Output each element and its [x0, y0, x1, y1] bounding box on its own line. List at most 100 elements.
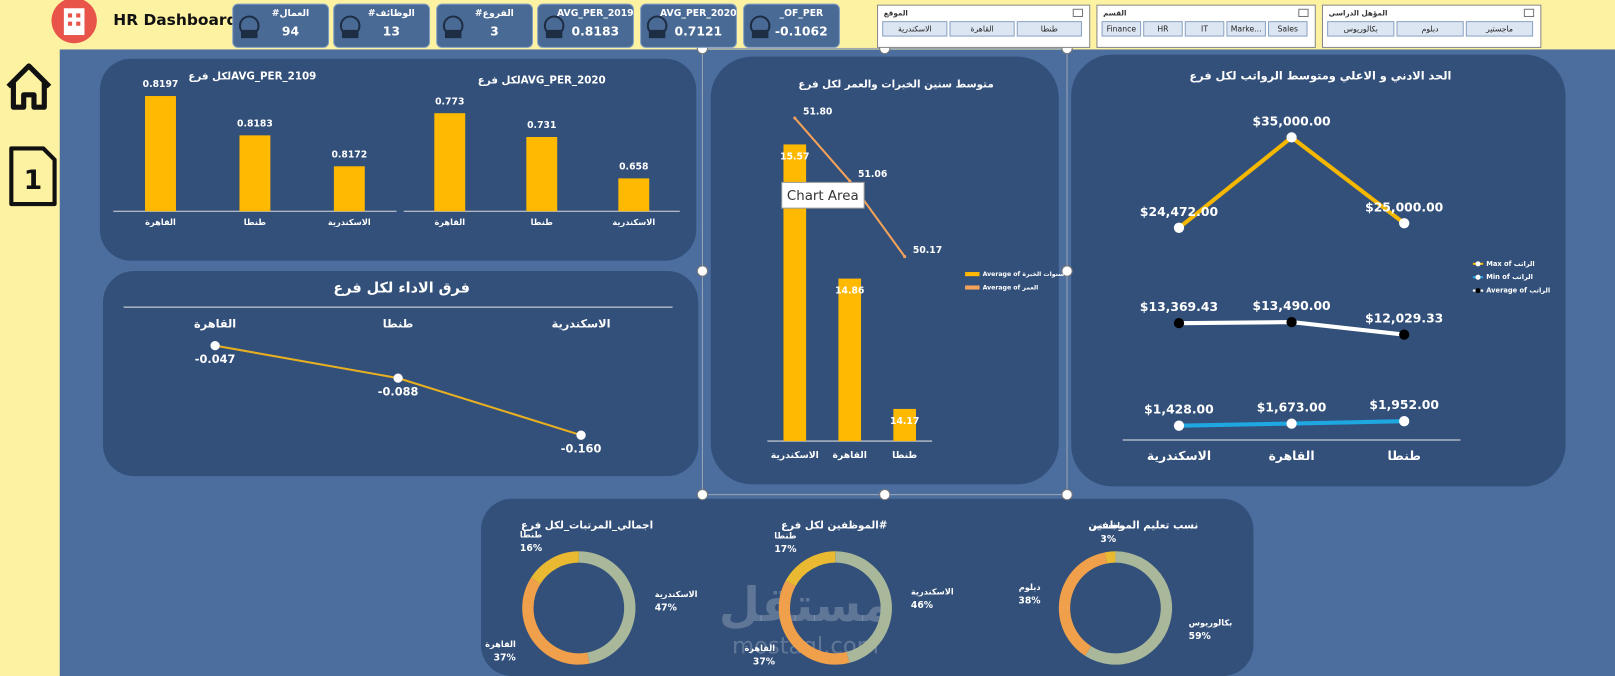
legend-label: Max of الراتب — [1486, 260, 1535, 268]
slice-value: 47% — [655, 603, 677, 614]
kpi-value: 94 — [282, 24, 300, 38]
slicer-button[interactable] — [1184, 21, 1225, 37]
bar — [783, 144, 807, 442]
slicer-item: Sales — [1278, 24, 1299, 33]
kpi-label: #الوظائف — [368, 8, 415, 19]
slicer-button[interactable] — [1396, 21, 1464, 37]
bar — [434, 113, 466, 212]
data-label: 50.17 — [913, 245, 942, 256]
logo-window — [67, 21, 73, 26]
handle — [879, 488, 891, 501]
slicer-button[interactable] — [1465, 21, 1534, 37]
logo-building — [63, 8, 85, 36]
handle — [1061, 265, 1073, 277]
logo-window — [76, 21, 81, 26]
data-label: $24,472.00 — [1140, 205, 1219, 219]
chart-title: نسب تعليم الموظفين — [1088, 520, 1198, 532]
point — [848, 179, 852, 183]
page-number: 1 — [24, 165, 43, 196]
x-tick-label: الاسكندرية — [612, 217, 655, 228]
legend-label: Average of سنوات الخبرة — [983, 271, 1065, 278]
bar — [893, 408, 916, 442]
bar — [838, 278, 862, 442]
kpi-label: #العمال — [272, 8, 309, 19]
data-label: $35,000.00 — [1252, 114, 1331, 128]
point — [1399, 329, 1410, 340]
data-label: 15.57 — [780, 151, 809, 162]
data-label: $25,000.00 — [1365, 200, 1444, 214]
data-label: 0.658 — [619, 162, 648, 173]
slice-value: 3% — [1100, 534, 1116, 545]
slicer-item: Finance — [1107, 24, 1137, 33]
panel — [99, 58, 697, 261]
donut-segment — [522, 577, 590, 665]
point — [1399, 416, 1410, 427]
data-label: -0.160 — [561, 442, 602, 456]
slicer-button[interactable] — [1226, 21, 1266, 37]
slicer-button[interactable] — [1101, 21, 1142, 37]
slicer-button[interactable] — [1143, 21, 1183, 37]
point — [1173, 420, 1185, 431]
slicer-button[interactable] — [1016, 21, 1082, 37]
data-label: 0.8172 — [331, 149, 367, 160]
legend-label: Average of الراتب — [1486, 287, 1550, 295]
chart-title: AVG_PER_2109لكل فرع — [188, 70, 316, 82]
data-label: $13,490.00 — [1252, 299, 1331, 313]
handle — [696, 488, 709, 501]
legend-marker — [1475, 274, 1481, 280]
slicer-item: طنطا — [1041, 24, 1058, 33]
x-tick-label: القاهرة — [434, 217, 465, 228]
slice-label: ماجستير — [1090, 520, 1125, 531]
kpi-icon — [444, 29, 462, 39]
data-label: $13,369.43 — [1140, 300, 1218, 314]
kpi-label: AVG_PER_2020 — [660, 8, 737, 19]
slicer-title: المؤهل الدراسي — [1329, 8, 1388, 17]
kpi-icon — [751, 29, 769, 39]
slice-value: 16% — [520, 543, 542, 554]
slicer-item: Marke... — [1231, 24, 1262, 33]
legend-swatch — [965, 272, 980, 277]
slicer-button[interactable] — [949, 21, 1015, 37]
home-icon[interactable] — [6, 63, 52, 110]
slicer-clear[interactable] — [1298, 8, 1309, 18]
bar — [618, 178, 650, 212]
x-tick-label: الاسكندرية — [771, 450, 819, 461]
slice-value: 17% — [774, 544, 796, 555]
legend-marker — [1475, 261, 1481, 267]
chart-title: اجمالي_المرتبات_لكل فرع — [521, 520, 653, 532]
kpi-value: -0.1062 — [775, 24, 828, 38]
chart-title: #الموظفين لكل فرع — [781, 520, 887, 532]
point — [903, 255, 907, 259]
slice-value: 46% — [911, 600, 933, 611]
slicer-clear[interactable] — [1523, 8, 1535, 18]
kpi-icon — [545, 29, 563, 39]
page-icon[interactable] — [9, 146, 57, 207]
slice-label: بكالوريوس — [1189, 618, 1233, 629]
chart-title: الحد الادني و الاعلي ومتوسط الرواتب لكل … — [1189, 68, 1451, 82]
slicer-button[interactable] — [1327, 21, 1395, 37]
logo-window — [76, 13, 81, 18]
handle — [696, 265, 709, 277]
slicer-button[interactable] — [1268, 21, 1308, 37]
kpi-icon — [241, 29, 258, 39]
slicer-item: القاهرة — [971, 24, 994, 33]
donut-segment — [778, 580, 850, 665]
donut-segment — [1085, 551, 1173, 665]
kpi-icon — [648, 29, 666, 39]
point — [1286, 316, 1297, 328]
slicer-item: الاسكندرية — [898, 24, 932, 33]
slicer-button[interactable] — [882, 21, 948, 37]
point — [1173, 317, 1185, 329]
slice-label: طنطا — [774, 531, 796, 541]
slicer-clear[interactable] — [1072, 8, 1084, 18]
kpi-value: 0.8183 — [571, 24, 619, 38]
slice-label: الاسكندرية — [655, 589, 698, 600]
tooltip-box — [781, 181, 865, 209]
slice-label: طنطا — [520, 529, 542, 539]
donut-segment — [835, 551, 892, 663]
charts: #العمال 94 #الوظائف 13 #الفروع 3 AVG_PER_2019 0… — [113, 3, 1550, 667]
bar — [145, 96, 176, 212]
point — [210, 340, 220, 351]
